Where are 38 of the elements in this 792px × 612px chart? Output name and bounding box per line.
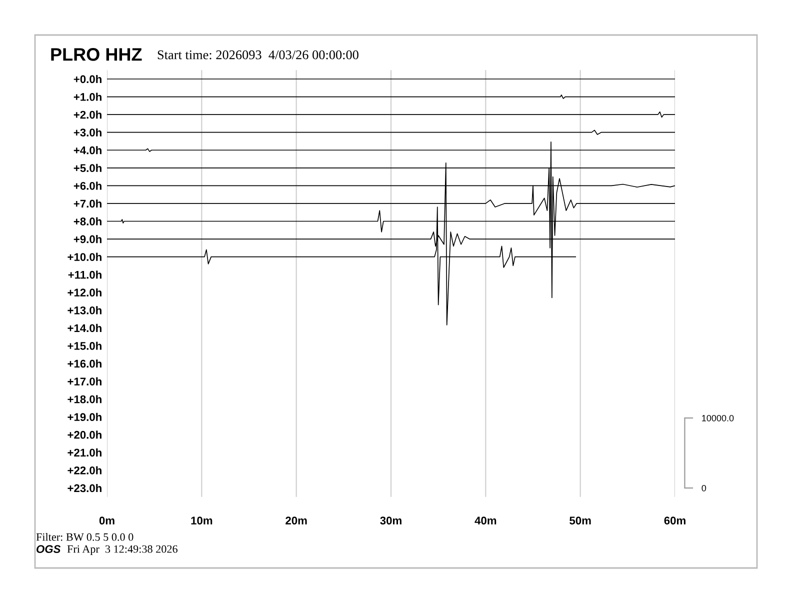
y-tick-label: +19.0h [68,412,102,422]
y-tick-label: +11.0h [68,270,102,279]
y-tick-label: +2.0h [74,110,102,119]
y-tick-label: +6.0h [74,182,102,190]
x-tick-label: 20m [286,516,307,525]
y-tick-label: +0.0h [74,74,102,84]
y-tick-label: +9.0h [74,235,102,244]
y-tick-label: +14.0h [68,324,102,332]
x-tick-label: 50m [570,516,591,525]
y-tick-label: +7.0h [74,199,102,208]
y-tick-label: +23.0h [68,484,102,492]
y-tick-label: +8.0h [74,217,102,226]
y-tick-label: +5.0h [74,164,102,172]
y-tick-label: +16.0h [68,360,102,368]
x-tick-label: 0m [99,516,114,525]
x-tick-label: 10m [191,516,212,525]
text: Filter: BW 0.5 5 0.0 0 [36,532,134,541]
chart-title: PLRO HHZ [51,48,142,61]
x-tick-label: 30m [380,516,402,525]
y-tick-label: +10.0h [68,252,102,261]
y-tick-label: +17.0h [68,377,102,386]
y-tick-label: +4.0h [74,146,102,154]
y-tick-label: +3.0h [74,128,102,136]
y-tick-label: +18.0h [68,395,102,404]
text: Fri Apr 3 12:49:38 2026 [67,545,178,556]
y-tick-label: +15.0h [68,342,102,350]
y-tick-label: +20.0h [68,430,102,439]
y2-tick-label: 0 [702,484,706,492]
y-tick-label: +22.0h [68,466,102,474]
chart-subtitle: Start time: 2026093 4/03/26 00:00:00 [158,50,358,60]
x-tick-label: 40m [474,516,496,525]
y-tick-label: +21.0h [68,448,102,457]
y-tick-label: +13.0h [68,306,102,314]
x-tick-label: 60m [664,516,686,525]
y-tick-label: +12.0h [68,288,102,297]
y2-tick-label: 10000.0 [702,414,734,422]
y-tick-label: +1.0h [74,92,102,101]
text: OGS [36,545,61,553]
